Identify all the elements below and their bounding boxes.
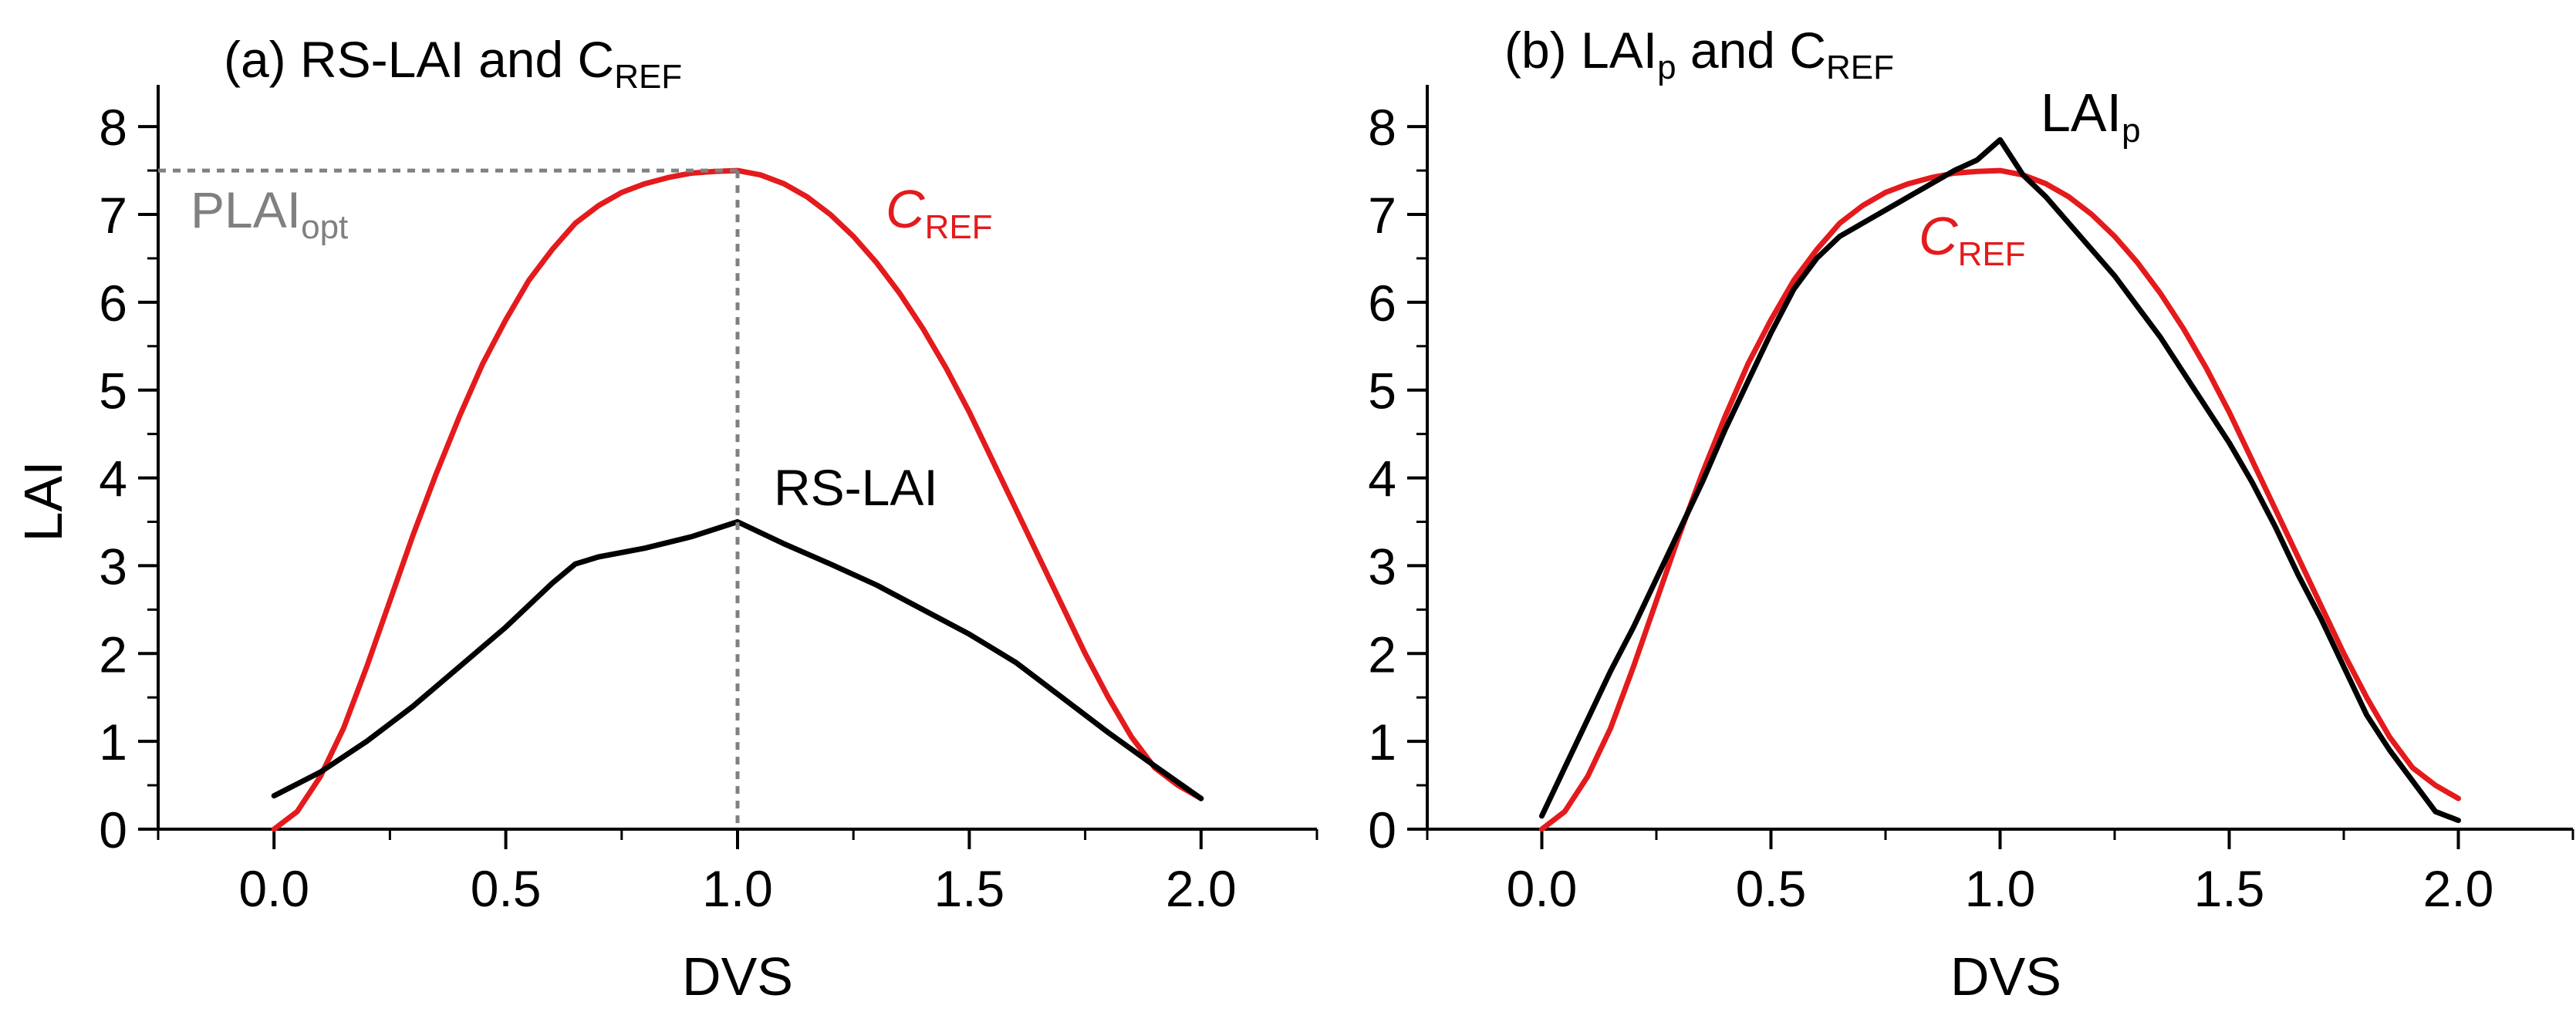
series-line-rs-lai: [271, 519, 1204, 801]
panel-b-series: [1539, 137, 2461, 832]
x-tick-label: 0.0: [1507, 860, 1578, 917]
y-tick-label: 0: [1368, 801, 1396, 858]
y-tick-label: 5: [99, 363, 127, 420]
series-line-lai-p: [1539, 137, 2461, 824]
y-tick-label: 5: [1368, 363, 1396, 420]
x-tick-label: 1.5: [2194, 860, 2265, 917]
y-tick-label: 1: [1368, 713, 1396, 771]
y-tick-label: 8: [1368, 99, 1396, 156]
panel-b-axes: 0 1 2 3 4 5 6 7 8 0.0 0.5 1.0 1.5 2.0: [1368, 85, 2574, 917]
x-tick-label: 1.5: [934, 860, 1005, 917]
y-tick-label: 3: [99, 538, 127, 595]
y-tick-label: 2: [1368, 626, 1396, 683]
x-tick-label: 1.0: [702, 860, 773, 917]
panel-a-xlabel: DVS: [682, 946, 793, 1007]
panel-a-title: (a) RS-LAI and CREF: [224, 31, 682, 96]
panel-b-xlabel: DVS: [1950, 946, 2061, 1007]
y-tick-label: 4: [99, 450, 127, 508]
x-tick-label: 2.0: [1166, 860, 1237, 917]
panel-a-cref-label: CREF: [886, 179, 993, 246]
y-tick-label: 7: [99, 187, 127, 244]
rs-lai-label: RS-LAI: [774, 459, 938, 516]
plai-opt-label: PLAIopt: [191, 181, 348, 246]
y-tick-label: 8: [99, 99, 127, 156]
x-tick-label: 2.0: [2423, 860, 2494, 917]
y-tick-label: 4: [1368, 450, 1396, 508]
x-tick-label: 0.0: [238, 860, 309, 917]
lai-p-label: LAIp: [2041, 83, 2141, 150]
y-tick-label: 7: [1368, 187, 1396, 244]
panel-b-cref-label: CREF: [1919, 206, 2026, 273]
y-tick-label: 3: [1368, 538, 1396, 595]
x-tick-label: 0.5: [471, 860, 542, 917]
y-tick-label: 6: [99, 275, 127, 332]
x-tick-label: 0.5: [1736, 860, 1807, 917]
panel-a: (a) RS-LAI and CREF LAI DVS 0 1 2 3 4 5 6 7 8 0.0…: [13, 31, 1318, 1007]
panel-a-ylabel: LAI: [13, 460, 73, 541]
y-tick-label: 6: [1368, 275, 1396, 332]
panel-a-axes: 0 1 2 3 4 5 6 7 8 0.0 0.5 1.0 1.5 2.0: [99, 85, 1318, 917]
panel-b: (b) LAIp and CREF DVS 0 1 2 3 4 5 6 7 8 0.0 0.5 1.0…: [1368, 22, 2574, 1007]
y-tick-label: 0: [99, 801, 127, 858]
x-tick-label: 1.0: [1965, 860, 2036, 917]
panel-b-title: (b) LAIp and CREF: [1504, 22, 1894, 86]
y-tick-label: 2: [99, 626, 127, 683]
y-tick-label: 1: [99, 713, 127, 771]
